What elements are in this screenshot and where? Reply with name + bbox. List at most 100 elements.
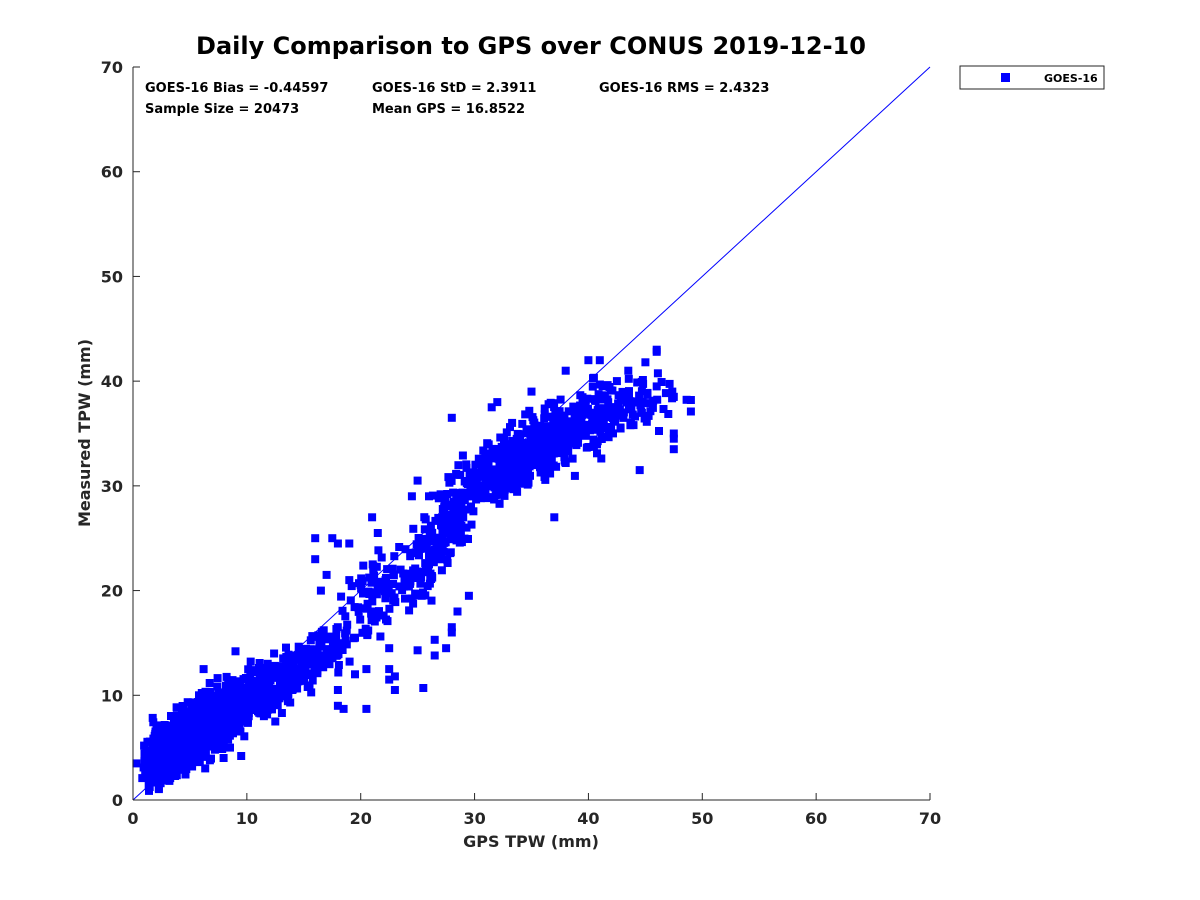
- data-point: [485, 473, 494, 482]
- data-point: [226, 682, 235, 691]
- data-point: [462, 460, 471, 469]
- data-point: [425, 579, 434, 588]
- data-point: [334, 661, 343, 669]
- x-tick-label: 20: [350, 809, 372, 828]
- data-point: [582, 421, 591, 430]
- data-point: [669, 445, 678, 454]
- data-point: [234, 688, 243, 697]
- data-point: [467, 520, 476, 529]
- data-point: [157, 776, 166, 785]
- data-point: [236, 727, 245, 736]
- data-point: [238, 686, 247, 695]
- data-point: [280, 665, 289, 674]
- data-point: [132, 759, 141, 768]
- x-tick-label: 60: [805, 809, 827, 828]
- data-point: [588, 382, 597, 391]
- data-point: [387, 589, 396, 598]
- data-point: [504, 462, 513, 471]
- data-point: [192, 709, 201, 718]
- data-point: [306, 649, 315, 658]
- data-point: [633, 378, 642, 387]
- legend-label-goes16: GOES-16: [1044, 72, 1098, 85]
- data-point: [530, 434, 538, 443]
- data-point: [180, 725, 189, 734]
- data-point: [339, 704, 348, 713]
- data-point: [595, 412, 604, 420]
- data-point: [201, 687, 210, 696]
- data-point: [476, 494, 485, 503]
- data-point: [191, 726, 200, 735]
- data-point: [199, 665, 208, 674]
- data-point: [221, 723, 230, 732]
- data-point: [322, 654, 331, 663]
- data-point: [522, 477, 531, 486]
- data-point: [208, 700, 217, 709]
- data-point: [458, 451, 467, 460]
- data-point: [659, 405, 668, 413]
- data-point: [284, 690, 293, 698]
- data-point: [648, 403, 657, 412]
- data-point: [466, 474, 475, 483]
- data-point: [172, 716, 181, 725]
- data-point: [233, 695, 242, 704]
- data-point: [564, 447, 573, 456]
- data-point: [221, 681, 230, 690]
- data-point: [200, 728, 209, 737]
- data-point: [166, 774, 175, 783]
- data-point: [528, 413, 537, 422]
- data-point: [452, 536, 461, 545]
- data-point: [443, 518, 452, 527]
- y-tick-label: 70: [101, 58, 123, 77]
- data-point: [341, 629, 350, 638]
- data-point: [527, 387, 536, 396]
- data-point: [446, 534, 455, 543]
- data-point: [219, 736, 228, 744]
- data-point: [548, 438, 557, 447]
- data-point: [237, 752, 246, 760]
- data-point: [244, 709, 253, 717]
- data-point: [545, 443, 554, 452]
- data-point: [317, 640, 326, 648]
- data-point: [500, 485, 509, 494]
- data-point: [374, 546, 383, 555]
- data-point: [409, 599, 418, 608]
- data-point: [669, 392, 678, 401]
- data-point: [333, 539, 342, 548]
- data-point: [439, 547, 448, 556]
- data-point: [250, 668, 259, 677]
- data-point: [552, 462, 561, 471]
- data-point: [380, 587, 389, 596]
- data-point: [483, 439, 492, 448]
- data-point: [390, 552, 399, 561]
- data-point: [442, 644, 451, 653]
- data-point: [459, 513, 468, 522]
- data-point: [152, 778, 160, 787]
- data-point: [409, 549, 417, 557]
- data-point: [487, 403, 496, 412]
- data-point: [560, 456, 569, 465]
- data-point: [501, 477, 510, 486]
- data-point: [183, 698, 192, 707]
- data-point: [356, 581, 365, 590]
- data-point: [341, 612, 350, 621]
- data-point: [231, 683, 240, 692]
- data-point: [449, 528, 458, 537]
- data-point: [166, 756, 175, 765]
- data-point: [368, 560, 377, 569]
- data-point: [544, 400, 553, 409]
- data-point: [176, 743, 185, 752]
- data-point: [154, 783, 163, 792]
- data-point: [282, 643, 290, 652]
- data-point: [441, 528, 450, 537]
- data-point: [400, 576, 409, 585]
- data-point: [382, 615, 390, 624]
- data-point: [149, 763, 158, 772]
- data-point: [160, 721, 169, 729]
- data-point: [214, 689, 223, 698]
- data-point: [635, 466, 644, 475]
- data-point: [232, 722, 241, 731]
- data-point: [317, 627, 326, 636]
- data-point: [359, 604, 368, 613]
- data-point: [593, 449, 601, 458]
- data-point: [351, 670, 359, 679]
